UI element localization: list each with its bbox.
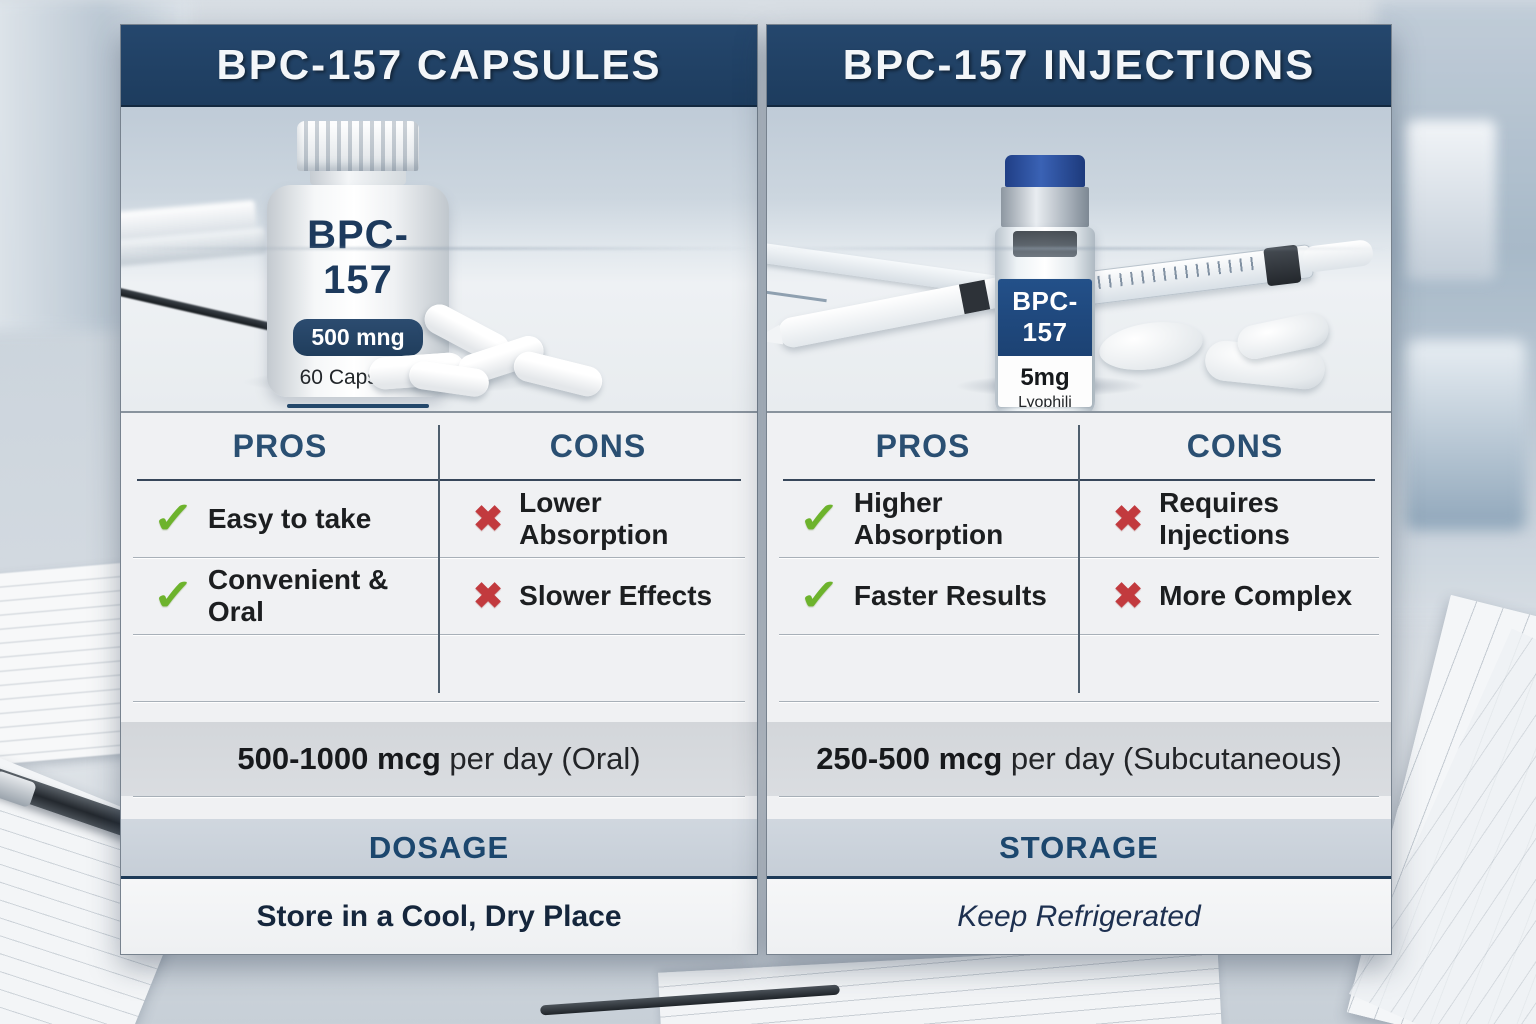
divider-rule	[779, 701, 1379, 702]
bottle-neck	[310, 171, 406, 185]
cross-icon: ✖	[473, 498, 504, 539]
pro-cell: ✓ Easy to take	[121, 497, 439, 541]
divider-rule	[779, 796, 1379, 797]
column-divider	[1078, 425, 1080, 693]
syringe-plunger-rod	[1301, 238, 1375, 274]
table-row: ✓ Easy to take ✖ Lower Absorption	[121, 481, 757, 557]
con-cell: ✖ Slower Effects	[439, 578, 757, 614]
section-title: STORAGE	[999, 829, 1159, 865]
vial-product-name: BPC-157	[998, 279, 1092, 356]
pro-text: Faster Results	[853, 580, 1047, 611]
con-cell: ✖ More Complex	[1079, 578, 1391, 614]
spacer	[767, 702, 1391, 722]
con-text: Lower Absorption	[519, 487, 669, 550]
check-icon: ✓	[798, 571, 841, 620]
pros-cons-header-row: PROS CONS	[767, 413, 1391, 479]
syringe-plunger	[1263, 244, 1302, 287]
storage-note: Keep Refrigerated	[957, 899, 1201, 933]
vial-strength-label: 5mg	[1020, 364, 1070, 391]
injection-vial: BPC-157 5mg Lyophili Pepized	[995, 155, 1095, 411]
dosage-unit-text: per day (Subcutaneous)	[1002, 741, 1342, 776]
background-beaker	[1406, 120, 1496, 280]
check-icon: ✓	[798, 494, 841, 543]
bottle-cap	[297, 121, 419, 171]
injections-header-band: BPC-157 INJECTIONS	[767, 25, 1391, 107]
background-paper	[658, 943, 1222, 1024]
background-beaker	[1406, 340, 1526, 530]
injections-panel: BPC-157 INJECTIONS BPC-157 5mg Lyoph	[766, 24, 1392, 955]
dosage-unit-text: per day (Oral)	[440, 741, 641, 776]
tablet	[1096, 315, 1206, 377]
capsules-section-band: DOSAGE	[121, 819, 757, 879]
cross-icon: ✖	[1113, 575, 1144, 616]
con-text: Slower Effects	[519, 580, 713, 611]
pros-header: PROS	[232, 427, 328, 464]
divider-rule	[133, 796, 745, 797]
syringe-scale-marks	[1075, 256, 1256, 292]
check-icon: ✓	[152, 571, 195, 620]
cons-header: CONS	[549, 427, 647, 464]
column-divider	[438, 425, 440, 693]
vial-cap	[1005, 155, 1085, 187]
pros-cons-header-row: PROS CONS	[121, 413, 757, 479]
table-row: ✓ Faster Results ✖ More Complex	[767, 558, 1391, 634]
pros-header: PROS	[875, 427, 971, 464]
section-title: DOSAGE	[368, 829, 510, 865]
vial-crimp-band	[1001, 187, 1089, 227]
bottle-product-name: BPC-157	[307, 213, 409, 302]
bottle-label-rule	[286, 404, 430, 408]
con-text: More Complex	[1159, 580, 1353, 611]
capsules-note-row: Store in a Cool, Dry Place	[121, 879, 757, 954]
capsules-product-photo: BPC-157 500 mng 60 Capsules	[121, 107, 757, 413]
injections-pros-cons-table: PROS CONS ✓ Higher Absorption ✖ Requires…	[767, 413, 1391, 954]
vial-subtitle: Lyophili Pepized	[1018, 394, 1072, 407]
injections-product-photo: BPC-157 5mg Lyophili Pepized	[767, 107, 1391, 413]
syringe-needle	[767, 286, 827, 303]
capsules-pros-cons-table: PROS CONS ✓ Easy to take ✖ Lower Absorpt…	[121, 413, 757, 954]
table-row: ✓ Convenient & Oral ✖ Slower Effects	[121, 558, 757, 634]
pro-text: Higher Absorption	[853, 487, 1004, 550]
pro-cell: ✓ Faster Results	[767, 574, 1079, 618]
con-text: Requires Injections	[1159, 487, 1290, 550]
pro-text: Convenient & Oral	[207, 564, 389, 627]
syringe	[767, 274, 1018, 350]
injections-title: BPC-157 INJECTIONS	[842, 41, 1316, 88]
vial-stopper	[1013, 231, 1077, 257]
pro-text: Easy to take	[207, 503, 372, 534]
injections-dosage-band: 250-500 mcg per day (Subcutaneous)	[767, 722, 1391, 796]
cons-header: CONS	[1186, 427, 1284, 464]
injections-section-band: STORAGE	[767, 819, 1391, 879]
con-cell: ✖ Lower Absorption	[439, 487, 757, 551]
vial-body: BPC-157 5mg Lyophili Pepized	[995, 227, 1095, 411]
capsules-panel: BPC-157 CAPSULES BPC-157 500 mng 60 Caps…	[120, 24, 758, 955]
spacer	[121, 702, 757, 722]
syringe	[1061, 243, 1315, 309]
spacer	[767, 797, 1391, 819]
vial-label: BPC-157 5mg Lyophili Pepized	[998, 279, 1092, 407]
cross-icon: ✖	[1113, 498, 1144, 539]
table-row: ✓ Higher Absorption ✖ Requires Injection…	[767, 481, 1391, 557]
injections-note-row: Keep Refrigerated	[767, 879, 1391, 954]
pro-cell: ✓ Higher Absorption	[767, 487, 1079, 551]
divider-rule	[133, 701, 745, 702]
pro-cell: ✓ Convenient & Oral	[121, 564, 439, 628]
bottle-dose-badge: 500 mng	[293, 319, 423, 356]
check-icon: ✓	[152, 494, 195, 543]
syringe-tip	[767, 324, 784, 350]
dosage-value: 250-500 mcg	[816, 741, 1003, 776]
capsules-header-band: BPC-157 CAPSULES	[121, 25, 757, 107]
capsules-title: BPC-157 CAPSULES	[216, 41, 662, 88]
capsules-dosage-band: 500-1000 mcg per day (Oral)	[121, 722, 757, 796]
syringe-band	[958, 279, 991, 315]
cross-icon: ✖	[473, 575, 504, 616]
spacer	[121, 797, 757, 819]
storage-note: Store in a Cool, Dry Place	[256, 899, 622, 933]
con-cell: ✖ Requires Injections	[1079, 487, 1391, 551]
dosage-value: 500-1000 mcg	[237, 741, 441, 776]
